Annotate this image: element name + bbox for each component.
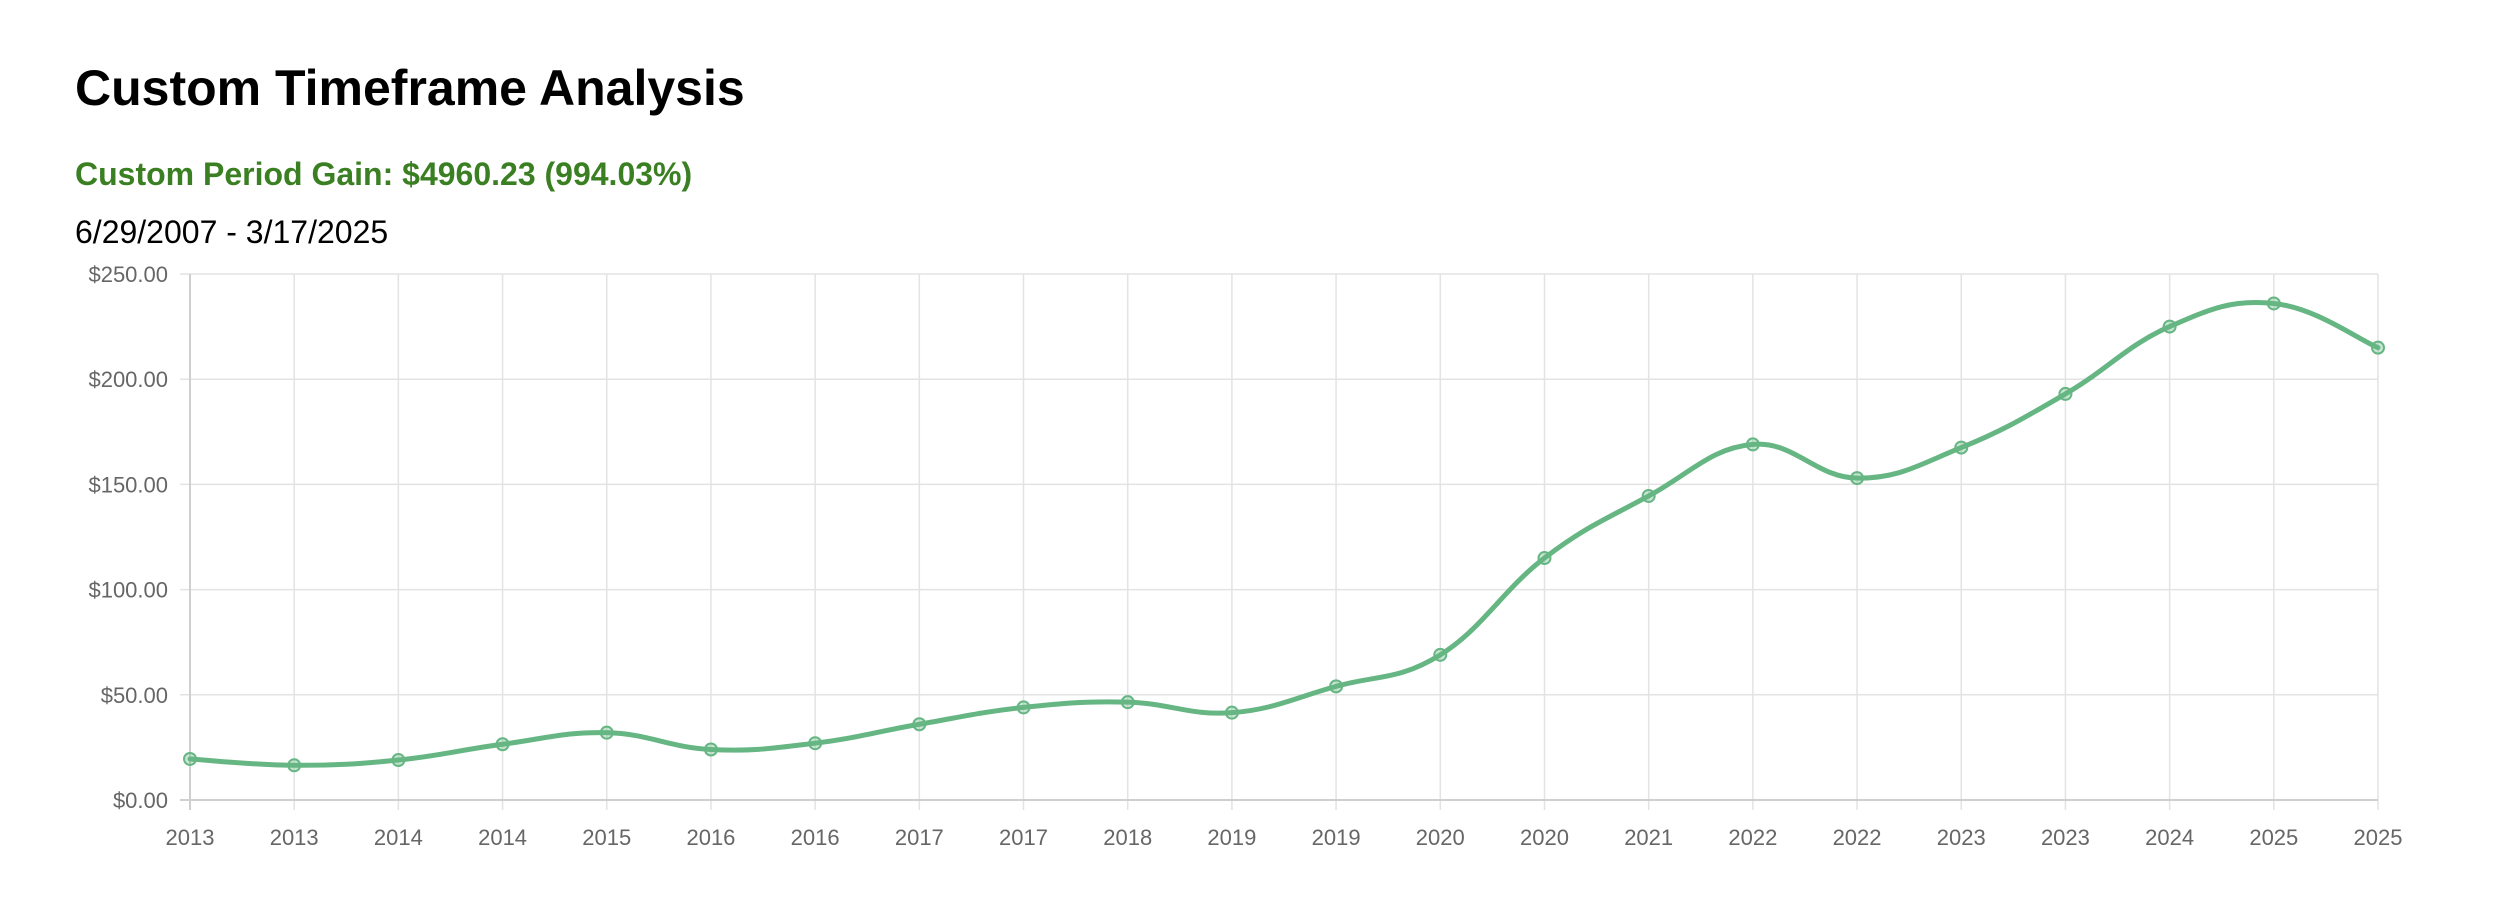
data-point bbox=[1745, 437, 1760, 452]
x-tick-label: 2025 bbox=[2249, 825, 2298, 850]
data-point bbox=[808, 736, 823, 751]
data-point bbox=[2058, 386, 2073, 401]
y-tick-label: $0.00 bbox=[113, 788, 168, 813]
x-tick-label: 2025 bbox=[2354, 825, 2403, 850]
x-tick-label: 2013 bbox=[166, 825, 215, 850]
data-point bbox=[1641, 488, 1656, 503]
x-tick-label: 2020 bbox=[1520, 825, 1569, 850]
x-tick-label: 2017 bbox=[999, 825, 1048, 850]
data-point bbox=[391, 753, 406, 768]
grid-lines bbox=[180, 273, 2379, 810]
data-point bbox=[2371, 340, 2385, 355]
y-tick-label: $250.00 bbox=[88, 262, 168, 287]
x-tick-label: 2019 bbox=[1312, 825, 1361, 850]
x-tick-label: 2016 bbox=[791, 825, 840, 850]
period-gain-text: Custom Period Gain: $4960.23 (994.03%) bbox=[75, 156, 693, 192]
data-point bbox=[912, 717, 927, 732]
x-tick-label: 2023 bbox=[2041, 825, 2090, 850]
x-tick-label: 2021 bbox=[1624, 825, 1673, 850]
y-tick-label: $100.00 bbox=[88, 578, 168, 603]
data-point bbox=[1537, 551, 1552, 566]
x-tick-label: 2014 bbox=[374, 825, 423, 850]
x-axis-tick-labels: 2013 2013 2014 2014 2015 2016 2016 2017 2017 2018… bbox=[166, 825, 2403, 850]
page-title: Custom Timeframe Analysis bbox=[75, 60, 745, 116]
x-tick-label: 2014 bbox=[478, 825, 527, 850]
data-point bbox=[1120, 695, 1135, 710]
data-point bbox=[1329, 679, 1344, 694]
data-point bbox=[183, 751, 197, 766]
price-series-line bbox=[187, 299, 2381, 768]
x-tick-label: 2015 bbox=[582, 825, 631, 850]
y-tick-label: $200.00 bbox=[88, 367, 168, 392]
x-tick-label: 2016 bbox=[686, 825, 735, 850]
x-tick-label: 2022 bbox=[1728, 825, 1777, 850]
data-point bbox=[1954, 440, 1969, 455]
x-tick-label: 2018 bbox=[1103, 825, 1152, 850]
y-tick-label: $150.00 bbox=[88, 472, 168, 497]
x-tick-label: 2013 bbox=[270, 825, 319, 850]
data-point bbox=[599, 725, 614, 740]
data-point bbox=[495, 737, 510, 752]
axes bbox=[189, 274, 2378, 801]
data-point bbox=[1016, 700, 1031, 715]
x-tick-label: 2020 bbox=[1416, 825, 1465, 850]
x-tick-label: 2023 bbox=[1937, 825, 1986, 850]
data-point bbox=[1850, 471, 1865, 486]
x-tick-label: 2022 bbox=[1833, 825, 1882, 850]
y-axis-tick-labels: $0.00 $50.00 $100.00 $150.00 $200.00 $250.00 bbox=[88, 262, 168, 813]
x-tick-label: 2024 bbox=[2145, 825, 2194, 850]
data-point bbox=[703, 742, 718, 757]
data-point bbox=[1433, 647, 1448, 662]
data-points bbox=[183, 296, 2385, 773]
data-point bbox=[2266, 296, 2281, 311]
data-point bbox=[2162, 319, 2177, 334]
x-tick-label: 2017 bbox=[895, 825, 944, 850]
x-tick-label: 2019 bbox=[1207, 825, 1256, 850]
date-range-text: 6/29/2007 - 3/17/2025 bbox=[75, 214, 389, 250]
data-point bbox=[287, 758, 302, 773]
y-tick-label: $50.00 bbox=[101, 683, 168, 708]
data-point bbox=[1224, 705, 1239, 720]
